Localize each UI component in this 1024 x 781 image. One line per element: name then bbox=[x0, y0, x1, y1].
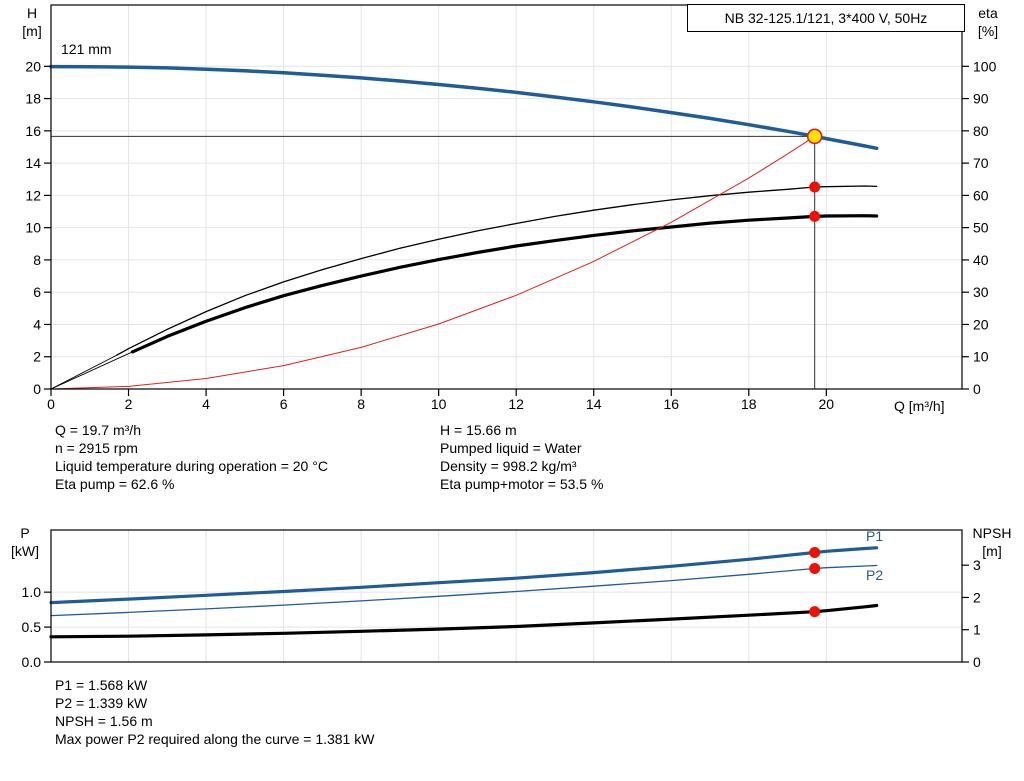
y-right-tick-label: 1 bbox=[973, 622, 981, 638]
y-right-tick-label: 40 bbox=[973, 252, 989, 268]
y-right-tick-label: 20 bbox=[973, 316, 989, 332]
pump-title-box: NB 32-125.1/121, 3*400 V, 50Hz bbox=[687, 4, 965, 32]
p2-series-label: P2 bbox=[866, 567, 884, 583]
y-right-tick-label: 80 bbox=[973, 123, 989, 139]
p2-dot bbox=[809, 562, 821, 574]
duty-point-marker bbox=[806, 128, 823, 145]
y-right-tick-label: 30 bbox=[973, 284, 989, 300]
y-left-tick-label: 20 bbox=[25, 58, 41, 74]
p-axis-label: P [kW] bbox=[4, 524, 46, 560]
y-left-tick-label: 6 bbox=[33, 284, 41, 300]
chart-frame bbox=[50, 529, 963, 663]
y-right-tick-label: 0 bbox=[973, 381, 981, 397]
y-left-tick-label: 18 bbox=[25, 91, 41, 107]
x-tick-label: 16 bbox=[663, 396, 679, 412]
y-left-tick-label: 0.0 bbox=[22, 654, 42, 670]
eta-pump-dot bbox=[809, 181, 821, 193]
info-speed: n = 2915 rpm bbox=[55, 440, 138, 456]
x-tick-label: 8 bbox=[357, 396, 365, 412]
npsh-axis-label-symbol: NPSH bbox=[972, 525, 1012, 541]
info-pumped-liquid: Pumped liquid = Water bbox=[440, 440, 582, 456]
npsh-axis-label-unit: [m] bbox=[982, 543, 1002, 559]
hq-curve bbox=[49, 64, 879, 151]
eta-pump-motor-dot bbox=[809, 210, 821, 222]
eta-pump-motor-lead-line bbox=[50, 351, 133, 390]
chart-frame bbox=[50, 4, 963, 390]
eta-pump-motor bbox=[130, 214, 879, 354]
eta-axis-label: eta [%] bbox=[962, 4, 1014, 40]
y-left-tick-label: 0.5 bbox=[22, 619, 42, 635]
y-right-tick-label: 10 bbox=[973, 349, 989, 365]
y-left-tick-label: 2 bbox=[33, 349, 41, 365]
x-tick-label: 4 bbox=[202, 396, 210, 412]
y-left-tick-label: 4 bbox=[33, 316, 41, 332]
y-right-tick-label: 100 bbox=[973, 58, 997, 74]
info-eta-pump-motor: Eta pump+motor = 53.5 % bbox=[440, 476, 604, 492]
info-head: H = 15.66 m bbox=[440, 422, 517, 438]
p-axis-label-symbol: P bbox=[20, 525, 30, 541]
q-axis-label: Q [m³/h] bbox=[894, 398, 945, 414]
y-right-tick-label: 50 bbox=[973, 220, 989, 236]
y-right-tick-label: 2 bbox=[973, 589, 981, 605]
npsh-axis-label: NPSH [m] bbox=[962, 524, 1022, 560]
y-left-tick-label: 16 bbox=[25, 123, 41, 139]
y-right-tick-label: 60 bbox=[973, 187, 989, 203]
y-left-tick-label: 12 bbox=[25, 187, 41, 203]
eta-pump-lead-line bbox=[50, 354, 118, 390]
info-max-power: Max power P2 required along the curve = … bbox=[55, 731, 375, 747]
y-left-tick-label: 0 bbox=[33, 381, 41, 397]
info-eta-pump: Eta pump = 62.6 % bbox=[55, 476, 175, 492]
impeller-diameter-label: 121 mm bbox=[61, 41, 112, 57]
p-axis-label-unit: [kW] bbox=[11, 543, 39, 559]
y-left-tick-label: 8 bbox=[33, 252, 41, 268]
p1-dot bbox=[809, 546, 821, 558]
eta-axis-label-symbol: eta bbox=[978, 5, 998, 21]
y-right-tick-label: 90 bbox=[973, 91, 989, 107]
p1-curve bbox=[49, 546, 879, 605]
info-p2: P2 = 1.339 kW bbox=[55, 695, 148, 711]
eta-axis-label-unit: [%] bbox=[977, 23, 999, 39]
info-density: Density = 998.2 kg/m³ bbox=[440, 458, 577, 474]
y-left-tick-label: 14 bbox=[25, 155, 41, 171]
eta-pump bbox=[116, 185, 878, 356]
x-tick-label: 6 bbox=[280, 396, 288, 412]
info-liquid-temp: Liquid temperature during operation = 20… bbox=[55, 458, 328, 474]
x-tick-label: 2 bbox=[125, 396, 133, 412]
x-tick-label: 18 bbox=[741, 396, 757, 412]
system-curve bbox=[50, 135, 816, 390]
y-right-tick-label: 70 bbox=[973, 155, 989, 171]
x-tick-label: 10 bbox=[431, 396, 447, 412]
x-tick-label: 20 bbox=[819, 396, 835, 412]
y-left-tick-label: 10 bbox=[25, 220, 41, 236]
h-axis-label: H [m] bbox=[12, 4, 52, 40]
info-q: Q = 19.7 m³/h bbox=[55, 422, 141, 438]
npsh-dot bbox=[809, 606, 821, 618]
x-tick-label: 0 bbox=[47, 396, 55, 412]
npsh-curve bbox=[49, 603, 879, 639]
x-tick-label: 14 bbox=[586, 396, 602, 412]
y-right-tick-label: 0 bbox=[973, 654, 981, 670]
info-p1: P1 = 1.568 kW bbox=[55, 677, 148, 693]
info-npsh: NPSH = 1.56 m bbox=[55, 713, 153, 729]
y-right-tick-label: 3 bbox=[973, 557, 981, 573]
x-tick-label: 12 bbox=[508, 396, 524, 412]
y-left-tick-label: 1.0 bbox=[22, 584, 42, 600]
p2-curve bbox=[50, 564, 878, 617]
h-axis-label-unit: [m] bbox=[22, 23, 42, 39]
p1-series-label: P1 bbox=[866, 528, 884, 544]
h-axis-label-symbol: H bbox=[26, 5, 38, 21]
